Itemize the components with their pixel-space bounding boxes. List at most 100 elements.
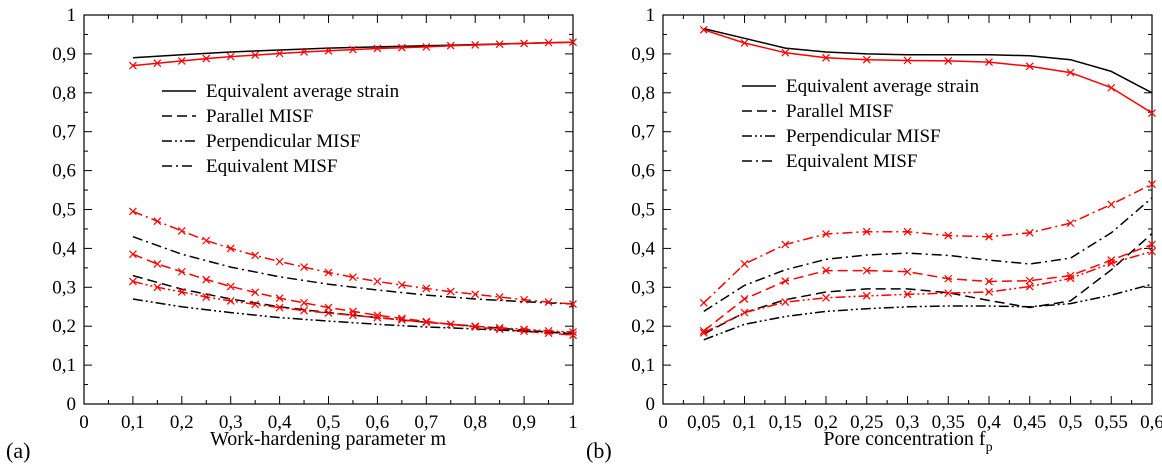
x-tick-label: 0,35 [932, 412, 965, 433]
marker-stroke [699, 326, 708, 335]
x-tick-label: 0,4 [268, 412, 292, 433]
data-point-parallel-misf-red [495, 325, 504, 334]
data-point-perpendicular-misf-red [446, 320, 455, 329]
series-line-equivalent-misf-black [703, 197, 1153, 313]
data-point-perpendicular-misf-red [324, 309, 333, 317]
marker-stroke [544, 326, 553, 335]
series-line-parallel-misf-black [132, 274, 574, 335]
marker-stroke [699, 298, 708, 307]
data-point-perpendicular-misf-red [153, 283, 162, 292]
marker-stroke [153, 217, 162, 226]
data-point-equivalent-misf-red [903, 227, 912, 236]
data-point-perpendicular-misf-red [822, 293, 830, 302]
data-point-equivalent-average-strain-red [1107, 83, 1116, 92]
y-tick-label: 0,3 [52, 277, 76, 298]
data-point-equivalent-misf-red [1107, 200, 1116, 209]
marker-stroke [740, 260, 749, 268]
legend-label: Equivalent average strain [206, 81, 400, 102]
data-point-perpendicular-misf-red [422, 318, 431, 327]
marker-stroke [520, 325, 529, 334]
marker-stroke [1148, 180, 1156, 189]
marker-stroke [202, 275, 211, 284]
data-point-parallel-misf-red [1025, 276, 1034, 285]
y-tick-label: 0,2 [52, 316, 76, 337]
marker-stroke [1025, 282, 1034, 291]
data-point-perpendicular-misf-red [1107, 259, 1116, 268]
y-tick-label: 0,4 [631, 238, 655, 259]
marker-stroke [275, 294, 284, 303]
data-point-equivalent-average-strain-red [985, 58, 993, 66]
y-tick-label: 0 [67, 394, 77, 415]
y-tick-label: 0,9 [52, 44, 76, 65]
x-tick-label: 0,05 [687, 412, 720, 433]
marker-stroke [373, 313, 382, 322]
marker-stroke [349, 45, 357, 54]
marker-stroke [822, 230, 830, 238]
marker-stroke [520, 295, 529, 304]
data-point-parallel-misf-red [985, 277, 993, 286]
marker-stroke [1148, 240, 1156, 249]
marker-stroke [903, 227, 912, 236]
marker-stroke [1107, 200, 1116, 209]
plot-frame [662, 14, 1153, 405]
marker-stroke [177, 56, 186, 65]
marker-stroke [153, 59, 162, 68]
series-line-equivalent-misf-black [132, 235, 574, 305]
y-tick-label: 0 [646, 394, 656, 415]
marker-stroke [985, 58, 993, 66]
data-point-perpendicular-misf-red [944, 289, 953, 298]
data-point-equivalent-misf-red [300, 263, 308, 271]
data-point-parallel-misf-red [275, 294, 284, 303]
marker-stroke [202, 236, 211, 245]
data-point-equivalent-misf-red [226, 244, 235, 253]
x-tick-label: 0,2 [170, 412, 194, 433]
marker-stroke [544, 298, 553, 307]
legend-label: Perpendicular MISF [786, 126, 941, 147]
marker-stroke [324, 46, 333, 55]
data-point-equivalent-average-strain-red [446, 41, 455, 50]
marker-stroke [781, 240, 790, 249]
data-point-perpendicular-misf-red [349, 311, 357, 320]
x-tick-label: 0,9 [512, 412, 536, 433]
data-point-equivalent-average-strain-red [324, 46, 333, 55]
marker-stroke [862, 266, 871, 275]
marker-stroke [177, 288, 186, 296]
panel-tag-b: (b) [586, 438, 612, 463]
marker-stroke [569, 300, 577, 308]
data-point-parallel-misf-red [781, 277, 790, 286]
data-point-perpendicular-misf-red [1148, 247, 1156, 256]
marker-stroke [471, 290, 480, 299]
panel-tag-a: (a) [6, 438, 30, 463]
series-line-parallel-misf-red [703, 243, 1153, 332]
chart-panel-a: 0 0,1 0,2 0,3 0,4 0,5 0,6 0,7 0,8 0,9 1 0 0,1 0,2 0,3 0… [52, 5, 578, 450]
marker-stroke [740, 295, 749, 303]
y-tick-label: 0,9 [631, 44, 655, 65]
marker-stroke [397, 43, 406, 52]
data-point-equivalent-average-strain-red [226, 52, 235, 61]
data-point-equivalent-average-strain-red [349, 45, 357, 54]
y-tick-label: 0,2 [631, 316, 655, 337]
marker-stroke [300, 48, 308, 56]
marker-stroke [944, 231, 953, 240]
marker-stroke [397, 314, 406, 323]
data-point-equivalent-average-strain-red [275, 49, 284, 58]
marker-stroke [1148, 109, 1156, 117]
data-point-perpendicular-misf-red [862, 291, 871, 300]
legend-label: Perpendicular MISF [206, 131, 361, 152]
marker-stroke [1025, 276, 1034, 285]
data-point-equivalent-average-strain-red [153, 59, 162, 68]
x-tick-label: 0,3 [219, 412, 243, 433]
data-point-perpendicular-misf-red [251, 300, 260, 309]
marker-stroke [544, 38, 553, 47]
y-tick-label: 0,8 [52, 83, 76, 104]
data-point-equivalent-average-strain-red [373, 44, 382, 53]
y-tick-label: 0,7 [52, 122, 76, 143]
data-point-equivalent-misf-red [471, 290, 480, 299]
marker-stroke [1025, 62, 1034, 71]
data-point-equivalent-misf-red [544, 298, 553, 307]
x-axis-title: Pore concentration fp [823, 428, 992, 455]
data-point-perpendicular-misf-red [202, 293, 211, 301]
data-point-parallel-misf-red [226, 282, 235, 291]
legend-label: Equivalent average strain [786, 76, 980, 97]
